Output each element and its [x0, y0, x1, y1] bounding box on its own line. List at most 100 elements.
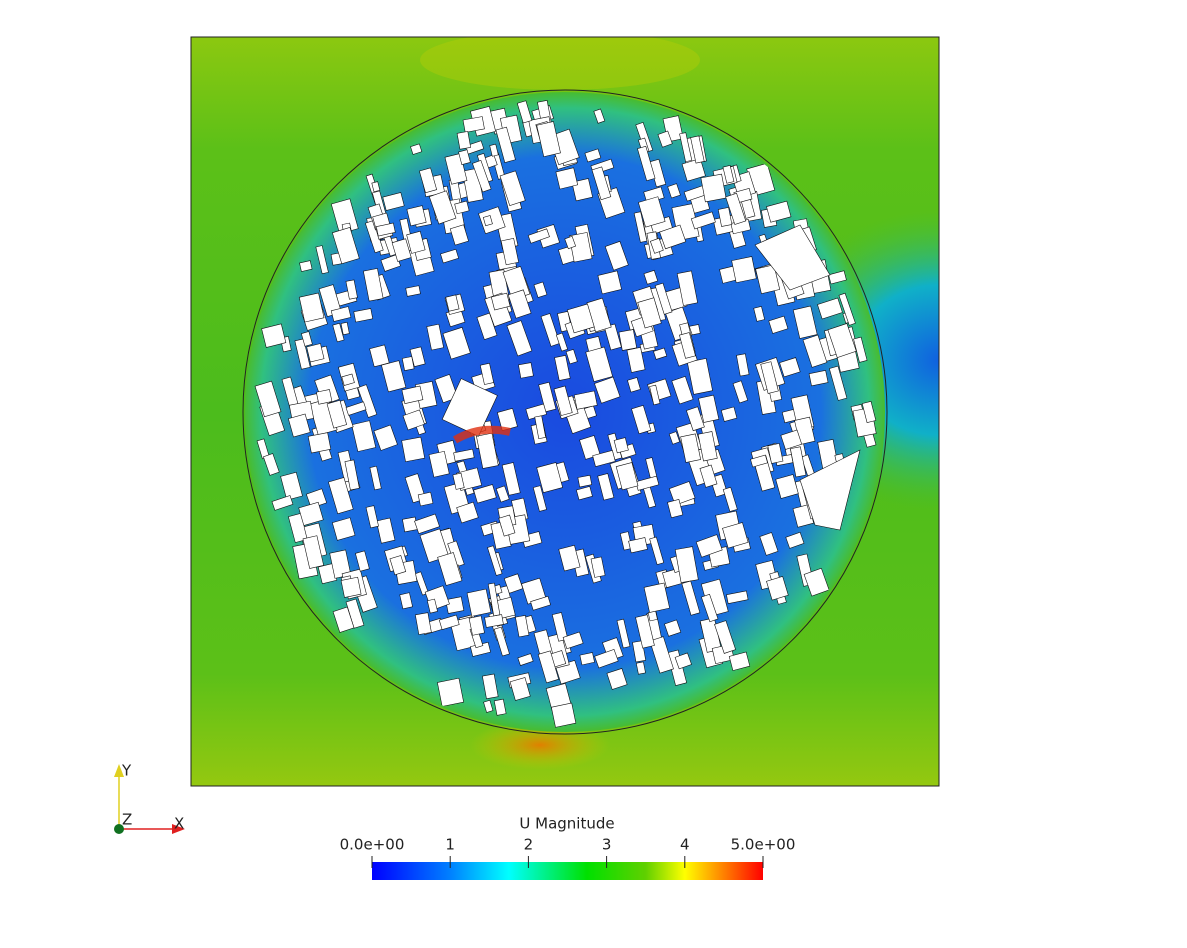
building — [375, 517, 396, 544]
building — [344, 459, 360, 491]
building — [593, 108, 606, 124]
building — [679, 132, 693, 163]
building — [686, 406, 705, 432]
building — [534, 415, 547, 440]
building — [627, 377, 641, 393]
building — [493, 698, 507, 716]
building — [681, 158, 706, 182]
building — [653, 347, 668, 360]
building — [565, 349, 578, 365]
building — [287, 413, 311, 438]
building — [331, 517, 356, 541]
axis-label: X — [174, 815, 184, 833]
building — [722, 486, 738, 512]
building — [452, 472, 465, 490]
building — [649, 237, 664, 254]
building — [594, 376, 621, 404]
building — [803, 567, 830, 597]
building — [271, 495, 294, 511]
building — [369, 465, 382, 491]
building — [750, 454, 768, 468]
building — [701, 593, 719, 623]
building — [690, 211, 716, 230]
building — [808, 369, 829, 387]
building — [767, 443, 784, 464]
building — [315, 389, 333, 405]
building — [476, 432, 499, 469]
building — [592, 450, 616, 467]
building — [414, 612, 432, 635]
building — [779, 357, 801, 378]
building — [631, 404, 652, 435]
building — [792, 305, 818, 339]
building — [410, 143, 423, 155]
building — [676, 270, 698, 306]
building — [326, 399, 347, 429]
building — [382, 192, 405, 211]
building — [345, 279, 358, 300]
building — [681, 580, 701, 616]
building — [373, 424, 398, 451]
building — [482, 673, 499, 700]
building — [426, 598, 438, 614]
building — [568, 232, 593, 263]
building — [294, 338, 311, 370]
building — [553, 385, 573, 416]
building — [381, 360, 407, 393]
building — [401, 436, 426, 463]
building — [828, 365, 848, 401]
building — [468, 615, 485, 636]
building — [726, 590, 749, 604]
building — [402, 516, 418, 533]
building — [454, 200, 470, 215]
building — [597, 473, 615, 501]
orientation-axes: Y Z X — [114, 762, 185, 834]
building — [302, 535, 324, 569]
building — [802, 334, 828, 368]
building — [332, 227, 360, 265]
building — [827, 323, 857, 359]
building — [590, 556, 606, 578]
building — [753, 306, 766, 322]
building — [555, 332, 568, 352]
building — [780, 429, 803, 450]
building — [698, 394, 720, 423]
building — [667, 499, 684, 519]
building — [558, 544, 581, 572]
building — [426, 323, 444, 351]
building — [635, 614, 655, 649]
building — [355, 550, 370, 572]
building — [263, 453, 280, 476]
building — [728, 651, 751, 671]
color-legend: U Magnitude 0.0e+00 1 2 3 4 5.0e+00 — [340, 815, 795, 880]
building — [306, 343, 325, 363]
building — [637, 297, 662, 329]
building — [633, 211, 648, 243]
building — [838, 292, 856, 326]
building — [584, 148, 602, 163]
building — [555, 167, 579, 190]
building — [585, 346, 613, 383]
buildings — [254, 100, 877, 728]
building — [441, 378, 498, 437]
building — [643, 582, 670, 613]
building — [330, 306, 352, 322]
building — [613, 437, 629, 454]
building — [591, 166, 612, 201]
tick-label: 3 — [602, 836, 612, 854]
building — [490, 292, 511, 311]
building — [799, 449, 861, 531]
building — [664, 619, 682, 637]
building — [538, 381, 557, 413]
building — [445, 596, 465, 614]
building — [530, 595, 551, 611]
building — [597, 270, 622, 295]
building — [434, 374, 459, 404]
building — [445, 294, 460, 312]
building — [300, 331, 313, 347]
building — [720, 406, 738, 422]
building — [401, 356, 415, 372]
building — [472, 160, 492, 193]
building — [479, 362, 495, 385]
building — [418, 167, 438, 194]
